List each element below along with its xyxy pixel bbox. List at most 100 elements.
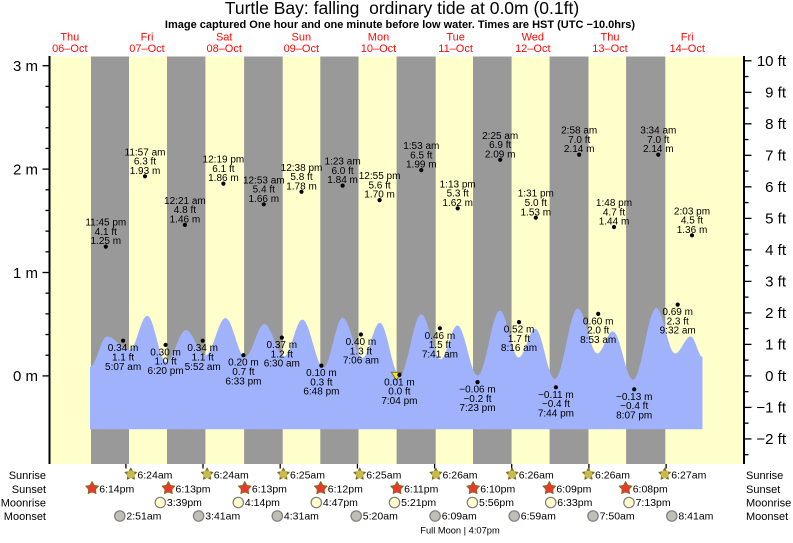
- svg-text:12:55 pm: 12:55 pm: [359, 171, 401, 182]
- svg-text:08–Oct: 08–Oct: [206, 43, 241, 55]
- svg-text:−1 ft: −1 ft: [756, 400, 786, 417]
- svg-text:6.1 ft: 6.1 ft: [212, 164, 234, 175]
- svg-text:6:20 pm: 6:20 pm: [148, 366, 184, 377]
- svg-text:1.2 ft: 1.2 ft: [271, 349, 293, 360]
- svg-text:11:57 am: 11:57 am: [125, 147, 166, 158]
- svg-text:8:07 pm: 8:07 pm: [616, 410, 652, 421]
- svg-text:0.60 m: 0.60 m: [583, 316, 614, 327]
- svg-text:5.4 ft: 5.4 ft: [253, 185, 275, 196]
- svg-text:Sunset: Sunset: [746, 484, 780, 496]
- svg-text:−0.2 ft: −0.2 ft: [463, 394, 491, 405]
- svg-text:Thu: Thu: [601, 31, 620, 43]
- svg-text:12:19 pm: 12:19 pm: [203, 155, 245, 166]
- svg-text:Sunset: Sunset: [12, 484, 46, 496]
- svg-text:0.69 m: 0.69 m: [662, 307, 693, 318]
- svg-text:Wed: Wed: [522, 31, 544, 43]
- svg-text:−2 ft: −2 ft: [756, 431, 786, 448]
- svg-text:Fri: Fri: [681, 31, 694, 43]
- svg-text:9 ft: 9 ft: [765, 85, 787, 102]
- svg-text:1:48 pm: 1:48 pm: [596, 198, 632, 209]
- svg-text:6:13pm: 6:13pm: [252, 484, 287, 496]
- svg-text:1.3 ft: 1.3 ft: [350, 346, 372, 357]
- svg-text:6:13pm: 6:13pm: [176, 484, 211, 496]
- svg-text:1.0 ft: 1.0 ft: [154, 357, 176, 368]
- svg-text:1.93 m: 1.93 m: [130, 166, 161, 177]
- svg-text:4.8 ft: 4.8 ft: [174, 205, 196, 216]
- svg-text:6:33pm: 6:33pm: [557, 497, 592, 509]
- svg-text:2.0 ft: 2.0 ft: [587, 326, 609, 337]
- svg-text:6:14pm: 6:14pm: [99, 484, 134, 496]
- svg-text:−0.06 m: −0.06 m: [459, 385, 495, 396]
- svg-text:4.1 ft: 4.1 ft: [95, 227, 117, 238]
- svg-text:5:52 am: 5:52 am: [185, 362, 221, 373]
- svg-text:3:34 am: 3:34 am: [640, 126, 676, 137]
- svg-text:−0.13 m: −0.13 m: [616, 392, 652, 403]
- svg-text:1.36 m: 1.36 m: [677, 225, 708, 236]
- svg-text:07–Oct: 07–Oct: [129, 43, 164, 55]
- svg-text:1.78 m: 1.78 m: [286, 181, 317, 192]
- svg-text:0.30 m: 0.30 m: [150, 347, 181, 358]
- svg-text:1.5 ft: 1.5 ft: [429, 340, 451, 351]
- svg-text:6:59am: 6:59am: [521, 511, 556, 523]
- svg-text:7:44 pm: 7:44 pm: [538, 408, 574, 419]
- svg-text:10–Oct: 10–Oct: [361, 43, 396, 55]
- svg-text:4.5 ft: 4.5 ft: [681, 216, 703, 227]
- svg-text:Tue: Tue: [446, 31, 465, 43]
- svg-text:1:23 am: 1:23 am: [325, 157, 361, 168]
- svg-text:0.37 m: 0.37 m: [267, 340, 298, 351]
- svg-text:0 m: 0 m: [13, 368, 38, 385]
- svg-text:6:26am: 6:26am: [519, 470, 554, 482]
- svg-text:7 ft: 7 ft: [765, 148, 787, 165]
- svg-text:4:31am: 4:31am: [284, 511, 319, 523]
- svg-text:Fri: Fri: [141, 31, 154, 43]
- svg-text:6:25am: 6:25am: [290, 470, 325, 482]
- svg-text:0 ft: 0 ft: [765, 368, 787, 385]
- svg-text:0.34 m: 0.34 m: [187, 343, 218, 354]
- svg-text:0.20 m: 0.20 m: [228, 358, 259, 369]
- svg-text:06–Oct: 06–Oct: [52, 43, 87, 55]
- svg-text:8:16 am: 8:16 am: [501, 343, 537, 354]
- svg-text:2 ft: 2 ft: [765, 305, 787, 322]
- svg-text:7.0 ft: 7.0 ft: [647, 135, 669, 146]
- svg-text:7:23 pm: 7:23 pm: [459, 403, 495, 414]
- svg-text:Sunrise: Sunrise: [746, 470, 783, 482]
- svg-text:1.99 m: 1.99 m: [406, 160, 437, 171]
- svg-text:2:58 am: 2:58 am: [561, 126, 597, 137]
- svg-text:8 ft: 8 ft: [765, 116, 787, 133]
- svg-text:6:10pm: 6:10pm: [480, 484, 515, 496]
- svg-text:5 ft: 5 ft: [765, 211, 787, 228]
- svg-text:2:25 am: 2:25 am: [482, 131, 518, 142]
- svg-text:7:13pm: 7:13pm: [636, 497, 671, 509]
- svg-text:2:51am: 2:51am: [126, 511, 161, 523]
- svg-text:1:31 pm: 1:31 pm: [518, 189, 554, 200]
- svg-text:1:53 am: 1:53 am: [403, 141, 439, 152]
- svg-text:0.34 m: 0.34 m: [108, 343, 139, 354]
- svg-text:5.8 ft: 5.8 ft: [290, 172, 312, 183]
- svg-text:14–Oct: 14–Oct: [669, 43, 704, 55]
- svg-text:0.40 m: 0.40 m: [346, 337, 377, 348]
- svg-text:12:53 am: 12:53 am: [243, 175, 285, 186]
- svg-text:7:50am: 7:50am: [600, 511, 635, 523]
- svg-text:1.25 m: 1.25 m: [91, 236, 122, 247]
- svg-text:8:53 am: 8:53 am: [580, 335, 616, 346]
- svg-text:0.01 m: 0.01 m: [384, 377, 415, 388]
- svg-text:1.1 ft: 1.1 ft: [112, 353, 134, 364]
- svg-text:Full Moon | 4:07pm: Full Moon | 4:07pm: [420, 525, 500, 535]
- svg-text:Mon: Mon: [368, 31, 389, 43]
- svg-text:7:04 pm: 7:04 pm: [381, 396, 417, 407]
- svg-text:6:33 pm: 6:33 pm: [225, 376, 261, 387]
- svg-text:Moonrise: Moonrise: [1, 497, 46, 509]
- svg-text:Thu: Thu: [60, 31, 79, 43]
- svg-text:9:32 am: 9:32 am: [660, 326, 696, 337]
- svg-text:5:20am: 5:20am: [363, 511, 398, 523]
- svg-text:6:12pm: 6:12pm: [328, 484, 363, 496]
- svg-text:Image captured One hour and on: Image captured One hour and one minute b…: [165, 19, 635, 31]
- svg-text:1.53 m: 1.53 m: [521, 207, 552, 218]
- svg-text:0.46 m: 0.46 m: [425, 331, 456, 342]
- svg-text:5:21pm: 5:21pm: [401, 497, 436, 509]
- svg-text:6:24am: 6:24am: [214, 470, 249, 482]
- svg-text:7.0 ft: 7.0 ft: [568, 135, 590, 146]
- svg-text:1 m: 1 m: [13, 265, 38, 282]
- svg-text:6:11pm: 6:11pm: [404, 484, 438, 496]
- svg-text:6:09am: 6:09am: [442, 511, 477, 523]
